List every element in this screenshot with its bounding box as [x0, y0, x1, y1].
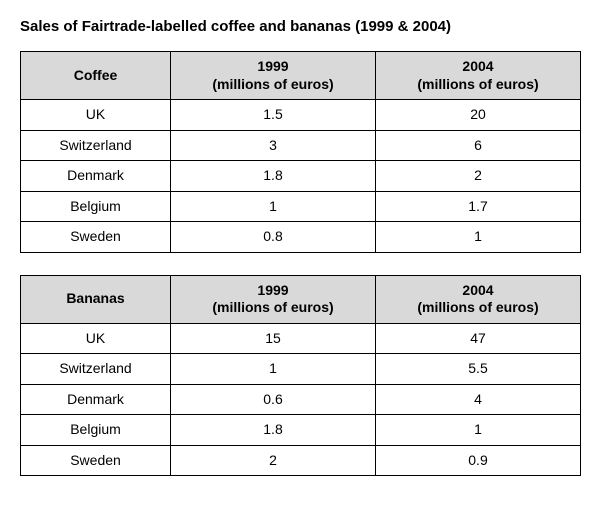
country-cell: Denmark — [21, 384, 171, 415]
country-cell: UK — [21, 100, 171, 131]
product-header: Coffee — [21, 52, 171, 100]
country-cell: Switzerland — [21, 354, 171, 385]
value-cell: 1 — [376, 415, 581, 446]
col-2004-header: 2004(millions of euros) — [376, 275, 581, 323]
value-cell: 15 — [171, 323, 376, 354]
value-cell: 1.7 — [376, 191, 581, 222]
value-cell: 2 — [376, 161, 581, 192]
col-1999-header: 1999(millions of euros) — [171, 52, 376, 100]
product-header: Bananas — [21, 275, 171, 323]
table-row: UK 1.5 20 — [21, 100, 581, 131]
value-cell: 0.6 — [171, 384, 376, 415]
table-row: Belgium 1.8 1 — [21, 415, 581, 446]
country-cell: Sweden — [21, 222, 171, 253]
value-cell: 47 — [376, 323, 581, 354]
table-row: Sweden 0.8 1 — [21, 222, 581, 253]
value-cell: 1.5 — [171, 100, 376, 131]
col-2004-header: 2004(millions of euros) — [376, 52, 581, 100]
value-cell: 0.8 — [171, 222, 376, 253]
country-cell: Switzerland — [21, 130, 171, 161]
table-row: Switzerland 1 5.5 — [21, 354, 581, 385]
table-row: Denmark 0.6 4 — [21, 384, 581, 415]
value-cell: 1.8 — [171, 415, 376, 446]
table-header-row: Coffee 1999(millions of euros) 2004(mill… — [21, 52, 581, 100]
coffee-table: Coffee 1999(millions of euros) 2004(mill… — [20, 51, 581, 253]
value-cell: 5.5 — [376, 354, 581, 385]
table-row: Belgium 1 1.7 — [21, 191, 581, 222]
page-title: Sales of Fairtrade-labelled coffee and b… — [20, 18, 580, 35]
value-cell: 6 — [376, 130, 581, 161]
country-cell: Denmark — [21, 161, 171, 192]
table-row: Sweden 2 0.9 — [21, 445, 581, 476]
table-row: Denmark 1.8 2 — [21, 161, 581, 192]
value-cell: 0.9 — [376, 445, 581, 476]
table-row: Switzerland 3 6 — [21, 130, 581, 161]
value-cell: 4 — [376, 384, 581, 415]
value-cell: 1 — [171, 354, 376, 385]
value-cell: 2 — [171, 445, 376, 476]
col-1999-header: 1999(millions of euros) — [171, 275, 376, 323]
value-cell: 1 — [376, 222, 581, 253]
bananas-table: Bananas 1999(millions of euros) 2004(mil… — [20, 275, 581, 477]
country-cell: Belgium — [21, 191, 171, 222]
value-cell: 20 — [376, 100, 581, 131]
value-cell: 1.8 — [171, 161, 376, 192]
table-row: UK 15 47 — [21, 323, 581, 354]
table-header-row: Bananas 1999(millions of euros) 2004(mil… — [21, 275, 581, 323]
value-cell: 3 — [171, 130, 376, 161]
value-cell: 1 — [171, 191, 376, 222]
country-cell: Belgium — [21, 415, 171, 446]
country-cell: UK — [21, 323, 171, 354]
country-cell: Sweden — [21, 445, 171, 476]
